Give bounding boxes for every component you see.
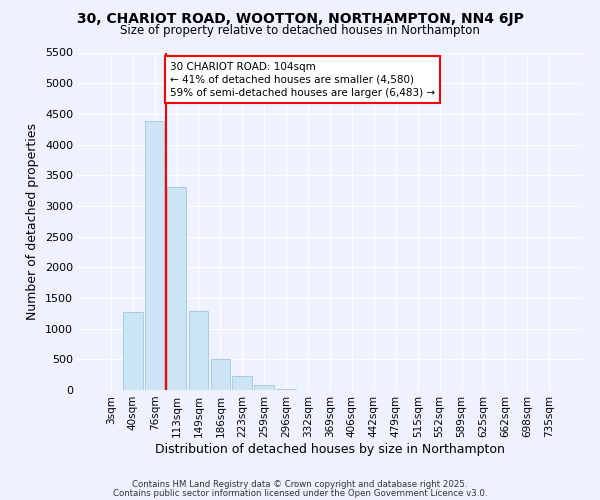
X-axis label: Distribution of detached houses by size in Northampton: Distribution of detached houses by size … (155, 442, 505, 456)
Text: Contains HM Land Registry data © Crown copyright and database right 2025.: Contains HM Land Registry data © Crown c… (132, 480, 468, 489)
Bar (254, 386, 274, 390)
Bar (145, 121, 164, 390)
Bar (123, 312, 143, 390)
Bar (167, 187, 187, 390)
Bar (232, 376, 252, 390)
Text: Contains public sector information licensed under the Open Government Licence v3: Contains public sector information licen… (113, 489, 487, 498)
Bar (276, 389, 296, 390)
Text: 30, CHARIOT ROAD, WOOTTON, NORTHAMPTON, NN4 6JP: 30, CHARIOT ROAD, WOOTTON, NORTHAMPTON, … (77, 12, 523, 26)
Bar (211, 360, 230, 390)
Y-axis label: Number of detached properties: Number of detached properties (26, 122, 40, 320)
Text: 30 CHARIOT ROAD: 104sqm
← 41% of detached houses are smaller (4,580)
59% of semi: 30 CHARIOT ROAD: 104sqm ← 41% of detache… (170, 62, 435, 98)
Text: Size of property relative to detached houses in Northampton: Size of property relative to detached ho… (120, 24, 480, 37)
Bar (188, 312, 208, 390)
